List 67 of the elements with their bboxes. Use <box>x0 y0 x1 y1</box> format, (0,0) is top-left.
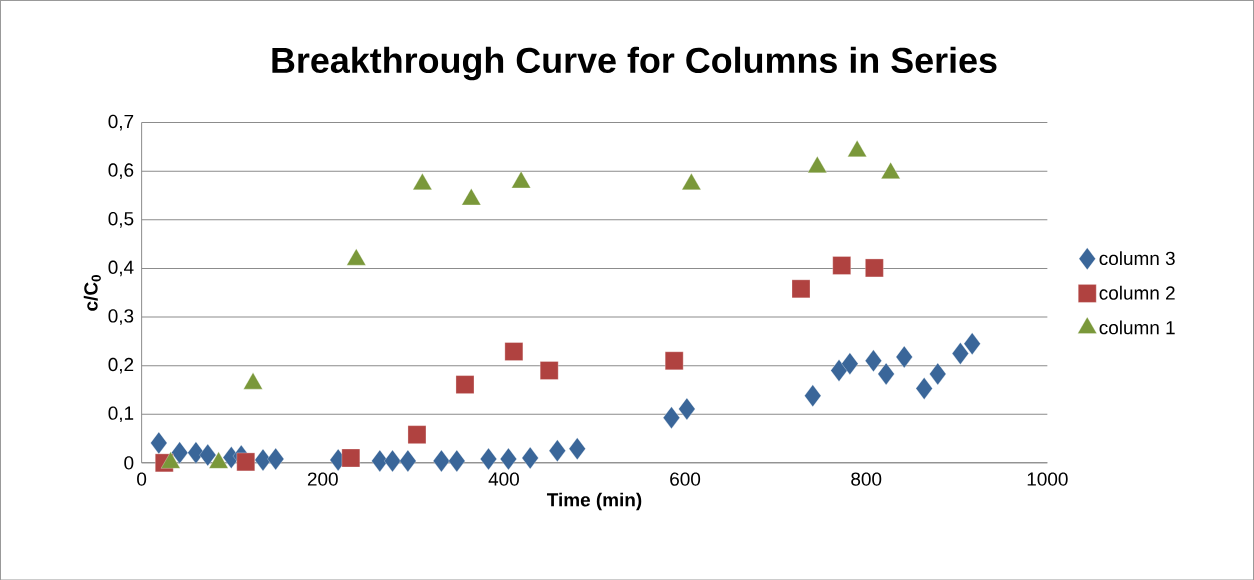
point <box>548 439 566 462</box>
point <box>841 352 859 375</box>
point <box>267 447 285 470</box>
point <box>847 139 867 157</box>
point <box>433 449 450 472</box>
y-tick-label: 0,5 <box>108 211 134 228</box>
point <box>187 441 205 464</box>
point <box>412 172 433 190</box>
point <box>384 449 401 472</box>
point <box>341 448 360 467</box>
point <box>399 449 417 472</box>
x-tick-label: 1000 <box>1027 472 1068 486</box>
x-tick-label: 800 <box>851 472 882 486</box>
point <box>804 384 822 407</box>
point <box>865 349 882 372</box>
y-tick-label: 0,6 <box>108 163 134 179</box>
legend-label: column 1 <box>1099 320 1175 335</box>
point <box>929 362 947 385</box>
point <box>681 172 702 190</box>
point <box>511 171 531 188</box>
point <box>500 447 517 470</box>
x-tick-label: 200 <box>307 472 338 486</box>
x-tick-label: 600 <box>670 472 701 486</box>
chart-title: Breakthrough Curve for Columns in Series <box>272 46 997 81</box>
point <box>236 452 255 471</box>
point <box>807 155 827 173</box>
y-tick-label: 0,1 <box>108 406 134 422</box>
point <box>455 375 475 394</box>
legend-label: column 3 <box>1099 250 1175 265</box>
point <box>243 372 263 390</box>
point <box>254 448 272 471</box>
point <box>504 342 524 361</box>
point <box>877 362 895 385</box>
point <box>678 397 696 420</box>
point <box>951 342 969 365</box>
legend-label: column 2 <box>1099 285 1175 300</box>
y-tick-label: 0,4 <box>108 260 134 277</box>
y-tick-label: 0,7 <box>108 114 134 131</box>
point <box>832 256 851 275</box>
point <box>150 431 168 454</box>
y-tick-label: 0,2 <box>108 357 134 374</box>
point <box>540 361 559 380</box>
y-tick-label: 0,3 <box>108 308 134 325</box>
point <box>171 441 189 464</box>
point <box>346 248 366 266</box>
point <box>407 425 427 444</box>
point <box>791 279 811 298</box>
point <box>521 446 539 469</box>
point <box>895 345 913 368</box>
y-axis-title: c/C$_{0}$ <box>83 274 101 311</box>
point <box>915 377 933 400</box>
x-tick-label: 0 <box>137 472 147 486</box>
point <box>568 437 586 460</box>
point <box>371 449 389 472</box>
point <box>480 447 497 470</box>
point <box>830 359 848 382</box>
point <box>448 449 466 472</box>
x-tick-label: 400 <box>488 472 519 486</box>
y-tick-label: 0 <box>124 455 134 470</box>
point <box>963 332 981 355</box>
x-axis-title: Time (min) <box>546 492 642 511</box>
point <box>865 258 884 277</box>
point <box>199 443 217 467</box>
point <box>665 351 684 370</box>
point <box>663 406 680 429</box>
point <box>880 161 901 179</box>
point <box>461 188 481 205</box>
